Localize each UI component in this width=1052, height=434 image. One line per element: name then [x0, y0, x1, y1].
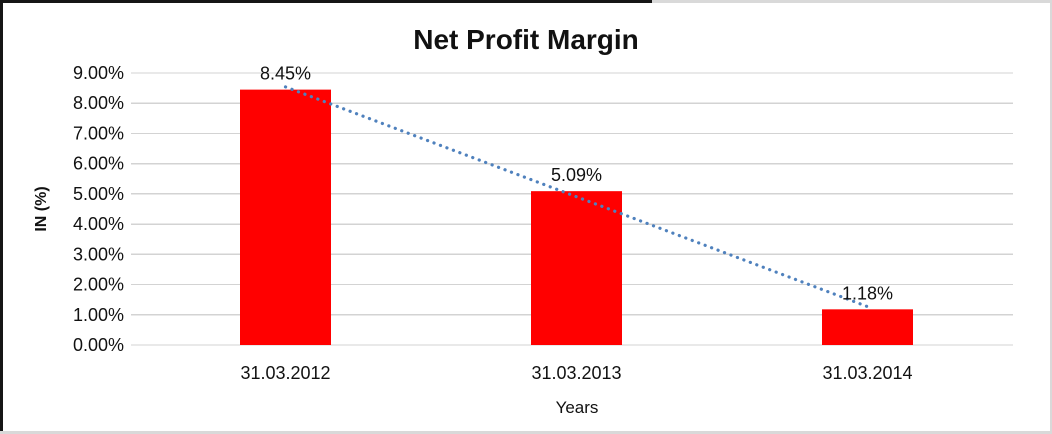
y-tick-label: 1.00%	[73, 305, 124, 325]
chart-title: Net Profit Margin	[413, 24, 639, 55]
bar	[531, 191, 622, 345]
y-tick-label: 3.00%	[73, 244, 124, 264]
y-axis-title: IN (%)	[33, 186, 50, 232]
border-bottom-edge	[0, 431, 1052, 434]
y-tick-label: 9.00%	[73, 63, 124, 83]
x-axis-title: Years	[555, 398, 599, 417]
x-tick-label: 31.03.2013	[531, 363, 621, 383]
x-tick-label: 31.03.2012	[240, 363, 330, 383]
y-tick-label: 8.00%	[73, 93, 124, 113]
bar	[822, 309, 913, 345]
y-tick-label: 4.00%	[73, 214, 124, 234]
trendline	[283, 85, 870, 309]
x-tick-label: 31.03.2014	[822, 363, 912, 383]
data-label: 5.09%	[551, 165, 602, 185]
y-tick-label: 0.00%	[73, 335, 124, 355]
y-tick-label: 5.00%	[73, 184, 124, 204]
border-left-edge	[0, 0, 3, 434]
data-label: 8.45%	[260, 64, 311, 84]
bar	[240, 89, 331, 345]
y-tick-label: 6.00%	[73, 154, 124, 174]
y-tick-label: 2.00%	[73, 275, 124, 295]
y-tick-label: 7.00%	[73, 123, 124, 143]
data-label: 1.18%	[842, 283, 893, 303]
border-top-edge	[0, 0, 1052, 3]
border-right-edge	[1050, 0, 1052, 434]
